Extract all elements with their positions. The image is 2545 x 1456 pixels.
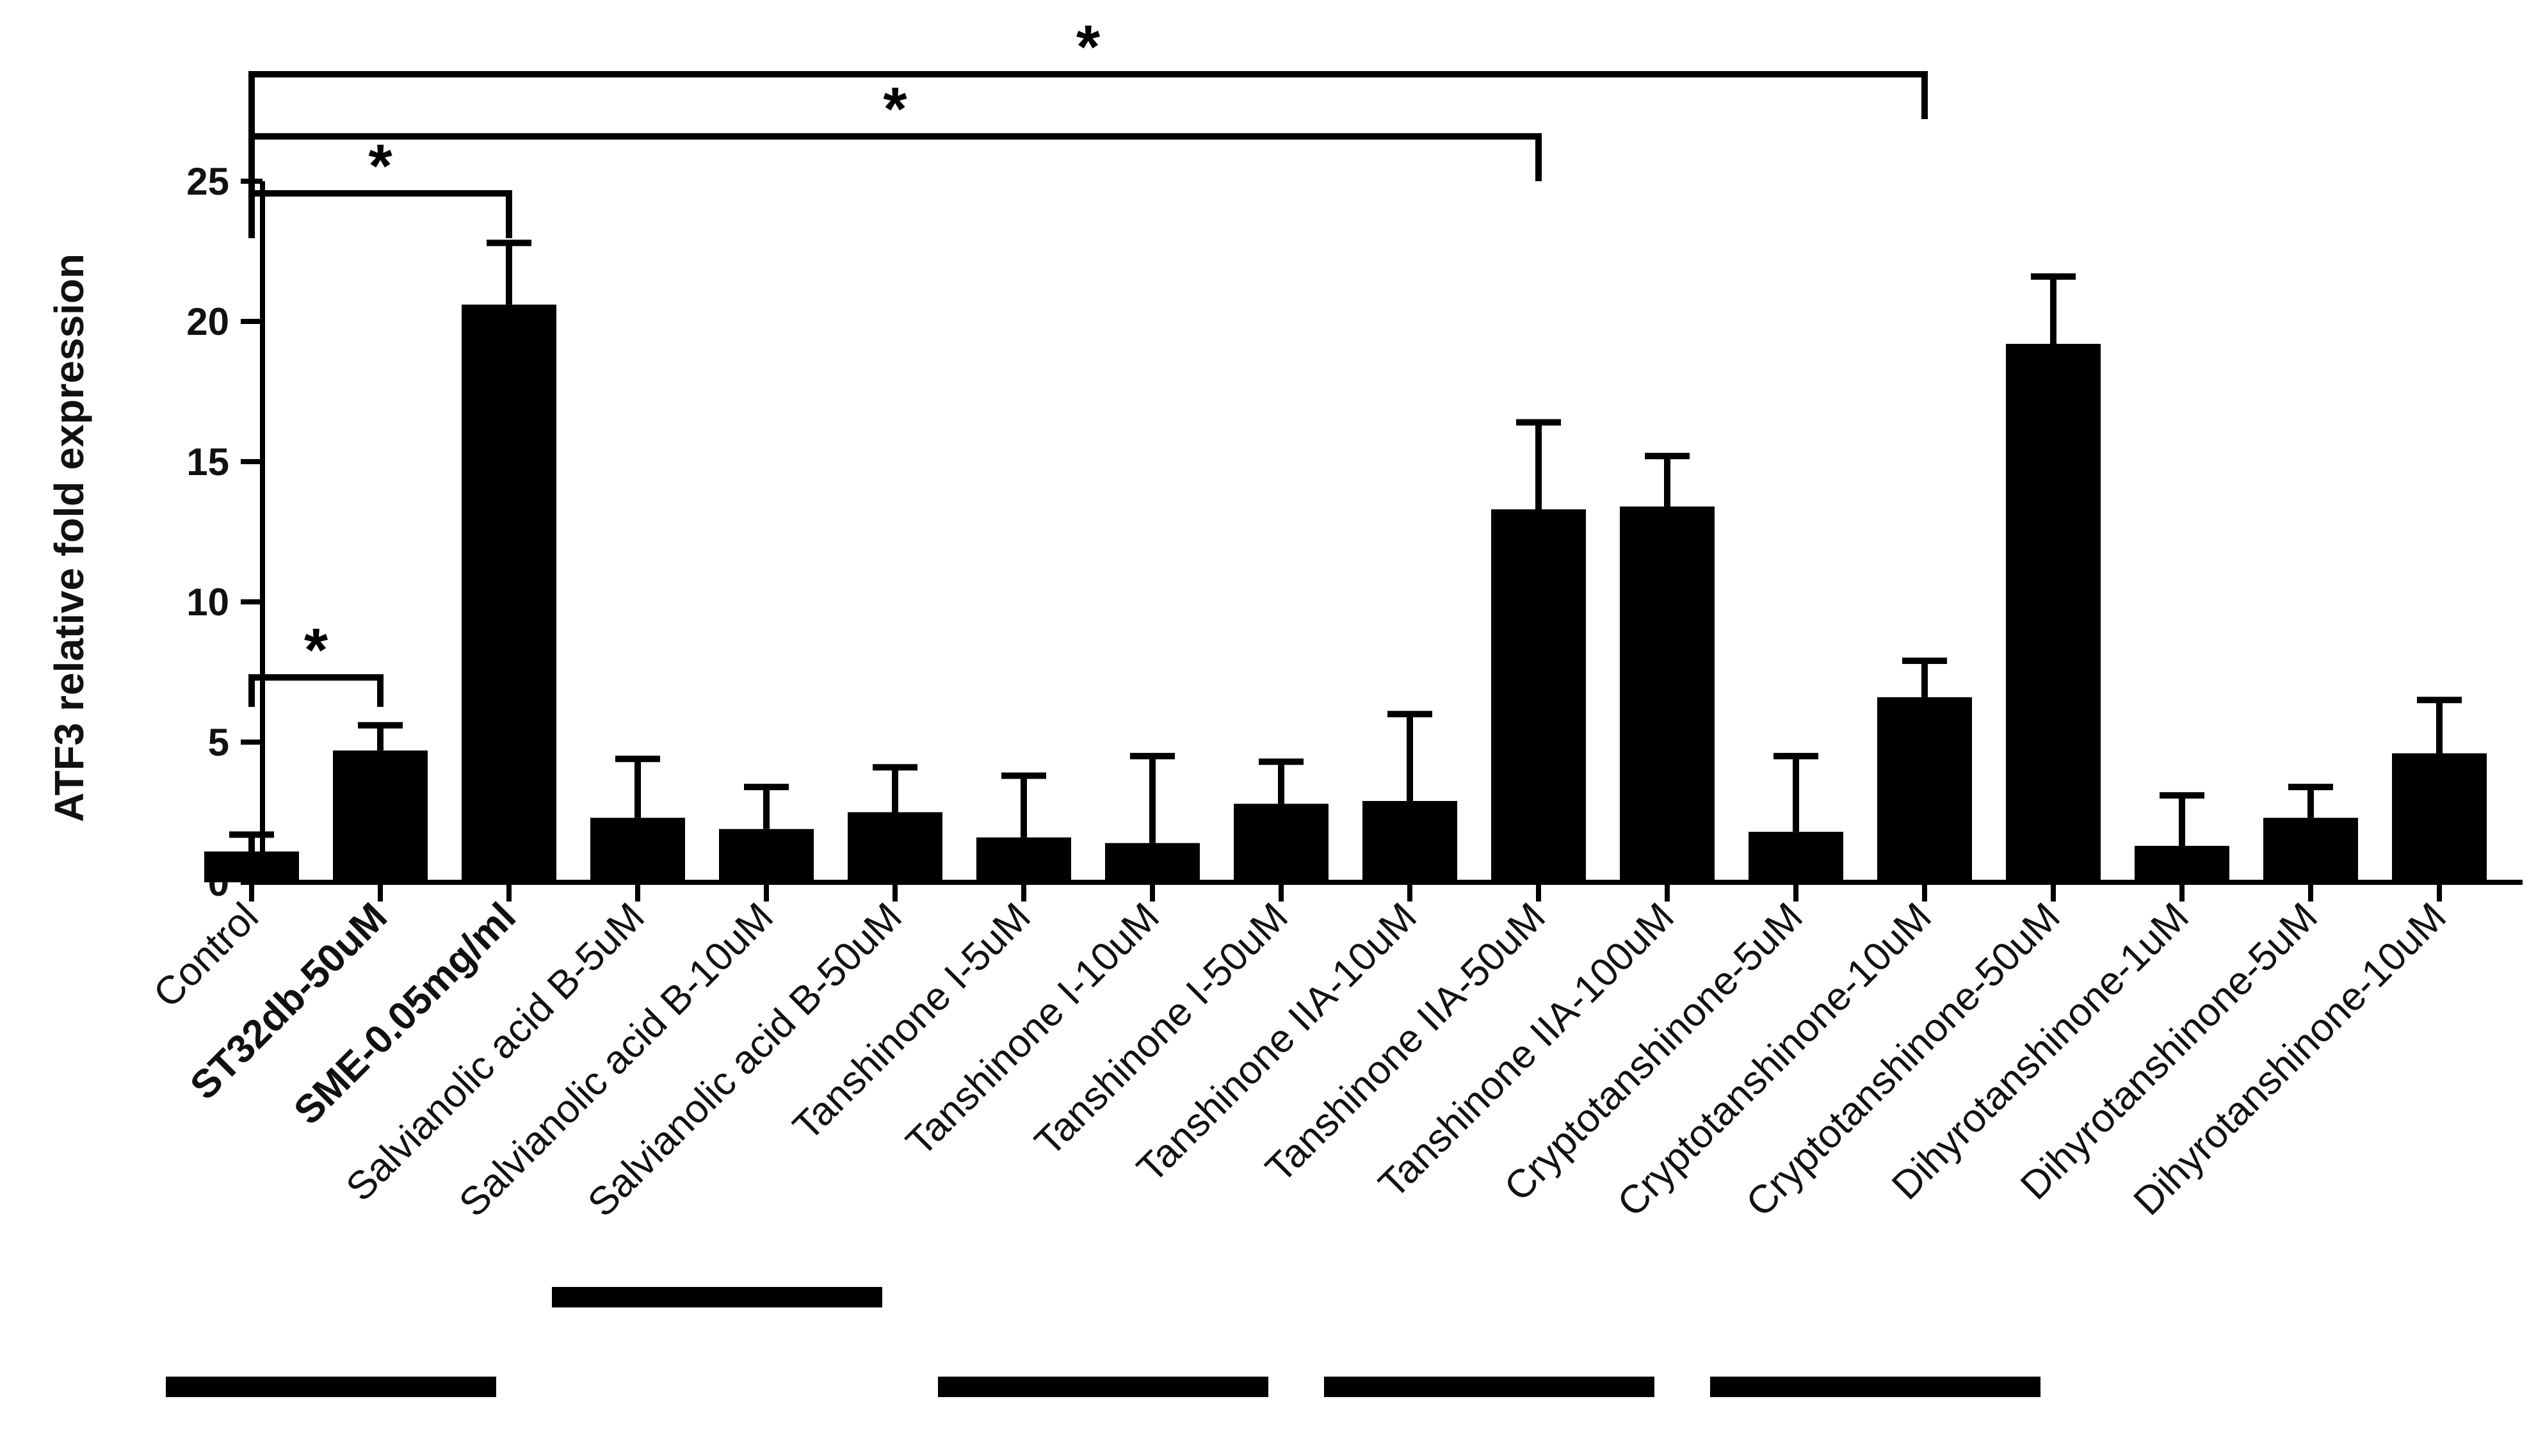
x-tick-label: SME-0.05mg/ml [286, 894, 524, 1133]
bar-11 [1620, 506, 1715, 882]
group-line-4 [1710, 1377, 2040, 1397]
bars [204, 304, 2487, 883]
significance-bracket-0 [248, 674, 384, 707]
bar-12 [1749, 832, 1843, 882]
y-tick-label: 25 [186, 160, 229, 203]
significance-star: * [1076, 13, 1101, 81]
error-bars [229, 239, 2462, 852]
y-tick-label: 5 [208, 721, 229, 764]
bar-17 [2392, 753, 2487, 882]
bar-8 [1234, 804, 1329, 882]
bar-7 [1105, 843, 1200, 882]
group-line-1 [552, 1287, 882, 1307]
x-tick-label: Tanshinone I-50uM [1026, 894, 1297, 1165]
bar-14 [2006, 344, 2101, 882]
group-lines [166, 1287, 2040, 1397]
significance-star: * [883, 75, 907, 143]
x-tick-label: Control [145, 894, 267, 1016]
bar-4 [719, 829, 814, 882]
bar-16 [2263, 818, 2358, 882]
bar-6 [976, 837, 1071, 882]
bar-5 [848, 812, 942, 882]
y-tick-label: 10 [186, 581, 229, 624]
bar-0 [204, 851, 299, 882]
group-line-2 [938, 1377, 1268, 1397]
bar-3 [590, 818, 685, 882]
bar-10 [1491, 509, 1586, 882]
y-tick-label: 15 [186, 441, 229, 483]
group-line-0 [166, 1377, 496, 1397]
x-tick-label: Tanshinone I-5uM [785, 894, 1039, 1149]
significance-star: * [304, 616, 328, 684]
bar-13 [1877, 697, 1972, 882]
y-tick-label: 20 [186, 300, 229, 343]
bar-9 [1362, 800, 1457, 882]
bar-1 [333, 750, 428, 882]
y-axis-label: ATF3 relative fold expression [46, 254, 92, 822]
group-line-3 [1324, 1377, 1654, 1397]
x-tick-labels: ControlST32db-50uMSME-0.05mg/mlSalvianol… [145, 882, 2455, 1225]
axes [260, 181, 2523, 885]
x-tick-label: Tanshinone I-10uM [898, 894, 1168, 1165]
significance-star: * [368, 132, 392, 200]
bar-15 [2135, 846, 2229, 882]
significance-brackets: * * * * [248, 13, 1928, 707]
bar-2 [462, 304, 556, 883]
